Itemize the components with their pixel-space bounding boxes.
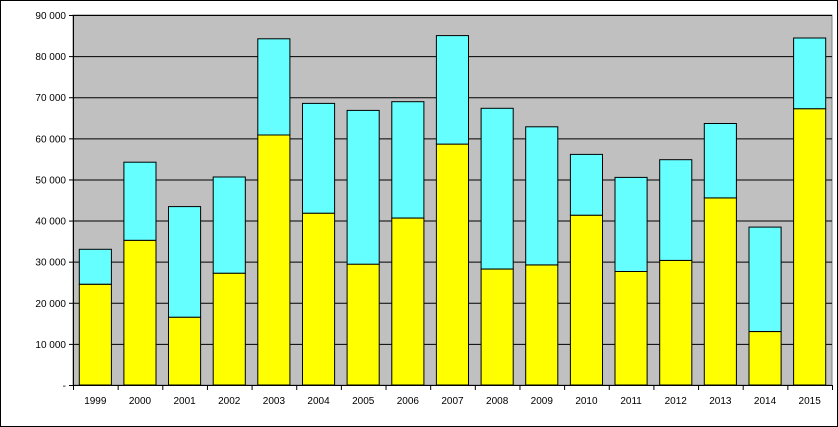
x-tick-label: 2008 [486,396,509,407]
x-tick-label: 2014 [754,396,777,407]
y-tick-label: 50 000 [35,175,66,186]
bar-segment-1999-series-1 [78,283,112,386]
bar-segment-2012-series-2 [659,159,693,261]
x-tick-label: 2010 [575,396,598,407]
x-tick-label: 2005 [352,396,375,407]
y-tick-label: 10 000 [35,340,66,351]
bar-segment-2013-series-2 [703,123,737,199]
bar-segment-2002-series-1 [212,272,246,386]
bar-segment-2006-series-1 [391,217,425,386]
bar-segment-2006-series-2 [391,101,425,219]
bar-segment-2015-series-1 [793,108,827,386]
bar-segment-2005-series-2 [346,109,380,265]
x-tick-label: 2004 [307,396,330,407]
bar-segment-2003-series-2 [257,38,291,136]
bar-segment-2015-series-2 [793,37,827,110]
bar-segment-2010-series-2 [569,153,604,216]
x-tick-label: 2002 [218,396,241,407]
y-tick-label: 80 000 [35,52,66,63]
bar-segment-2003-series-1 [257,134,291,386]
bar-segment-2011-series-1 [614,271,648,386]
bar-segment-2013-series-1 [703,197,737,386]
bar-segment-2008-series-2 [480,107,514,270]
y-tick-label: 30 000 [35,258,66,269]
x-tick-label: 2003 [263,396,286,407]
bar-segment-2001-series-1 [168,316,202,386]
x-tick-label: 2011 [620,396,642,407]
x-tick-label: 2013 [709,396,732,407]
y-tick-label: 20 000 [35,299,66,310]
y-tick-label: 90 000 [35,11,66,22]
bar-segment-2014-series-2 [748,226,782,333]
y-tick-label: 40 000 [35,217,66,228]
bar-segment-2004-series-2 [302,102,336,214]
x-tick-label: 2015 [799,396,822,407]
bar-segment-2014-series-1 [748,331,782,386]
y-tick-label: 60 000 [35,134,66,145]
bar-segment-2009-series-2 [525,126,559,266]
bar-segment-2007-series-1 [435,143,469,386]
bar-segment-2001-series-2 [168,206,202,318]
x-tick-label: 2009 [531,396,554,407]
bar-segment-2005-series-1 [346,263,380,386]
bar-segment-2010-series-1 [569,214,604,386]
bar-segment-1999-series-2 [78,248,112,285]
bar-segment-2008-series-1 [480,268,514,386]
bar-segment-2012-series-1 [659,259,693,386]
x-tick-label: 2007 [441,396,464,407]
x-tick-label: 2012 [665,396,688,407]
x-tick-label: 2001 [173,396,196,407]
bar-segment-2002-series-2 [212,176,246,274]
bar-segment-2000-series-1 [123,239,157,386]
bar-segment-2011-series-2 [614,176,648,272]
bar-segment-2007-series-2 [435,35,469,145]
x-tick-label: 2000 [129,396,152,407]
bar-segment-2009-series-1 [525,264,559,386]
y-tick-label: 70 000 [35,93,66,104]
x-tick-label: 1999 [84,396,107,407]
bar-segment-2000-series-2 [123,161,157,241]
bar-segment-2004-series-1 [302,212,336,386]
x-tick-label: 2006 [397,396,420,407]
y-tick-label: - [63,381,66,392]
